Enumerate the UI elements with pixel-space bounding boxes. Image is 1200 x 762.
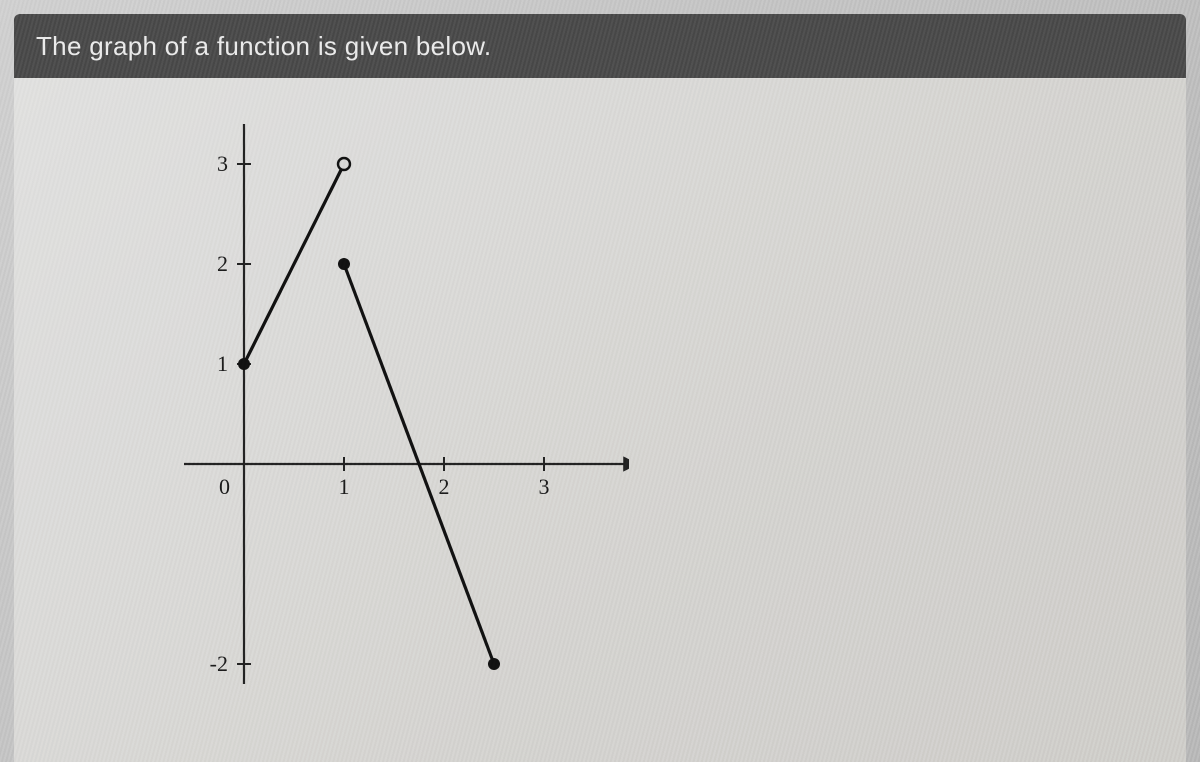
svg-text:2: 2 <box>439 474 450 499</box>
svg-text:3: 3 <box>217 151 228 176</box>
question-header: The graph of a function is given below. <box>14 14 1186 78</box>
svg-text:1: 1 <box>217 351 228 376</box>
svg-text:-2: -2 <box>210 651 228 676</box>
function-graph: 123-21230xy <box>109 124 629 684</box>
svg-text:2: 2 <box>217 251 228 276</box>
svg-text:3: 3 <box>539 474 550 499</box>
screenshot-root: The graph of a function is given below. … <box>0 0 1200 762</box>
content-panel: 123-21230xy <box>14 78 1186 762</box>
svg-text:1: 1 <box>339 474 350 499</box>
svg-text:0: 0 <box>219 474 230 499</box>
question-text: The graph of a function is given below. <box>36 31 491 62</box>
graph-svg: 123-21230xy <box>109 124 629 684</box>
